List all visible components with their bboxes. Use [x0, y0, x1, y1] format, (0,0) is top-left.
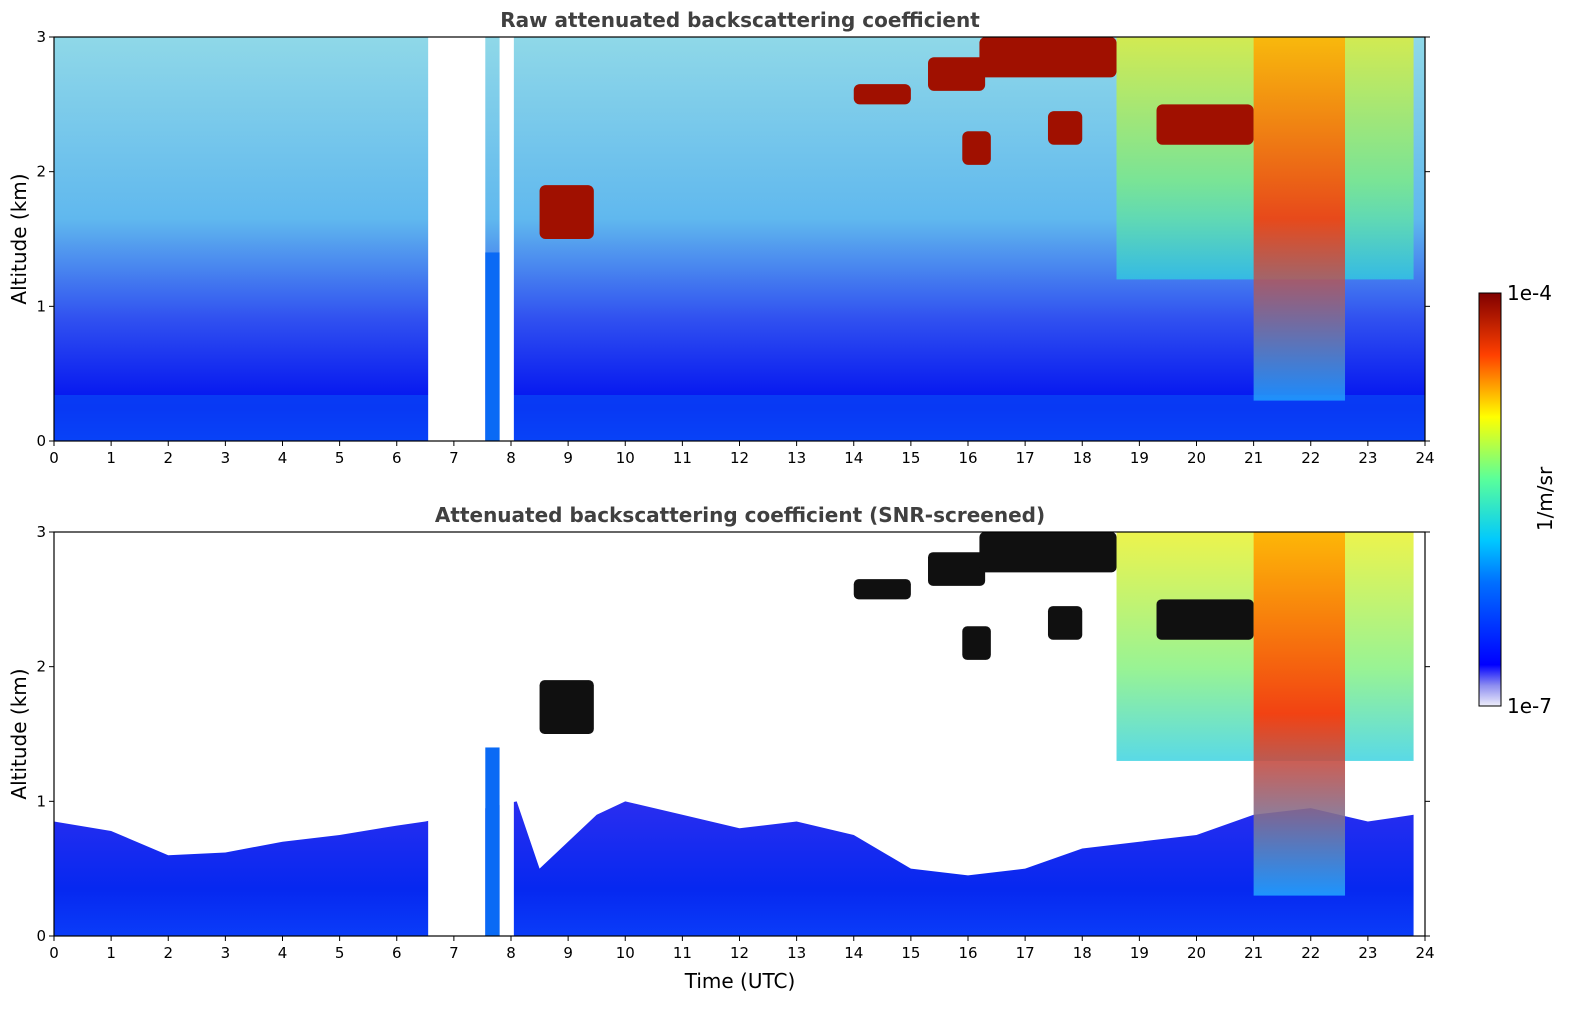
cloud-layer: [853, 84, 911, 105]
y-tick-label: 3: [36, 523, 46, 541]
cloud-layer: [1047, 606, 1083, 640]
cloud-layer: [539, 185, 594, 239]
x-tick-label: 13: [787, 449, 806, 467]
x-tick-label: 3: [221, 944, 231, 962]
x-tick-label: 11: [673, 944, 692, 962]
x-tick-label: 18: [1073, 449, 1092, 467]
cloud-layer: [979, 532, 1117, 573]
x-tick-label: 4: [278, 944, 288, 962]
convective-plume: [1253, 37, 1346, 401]
cloud-layer: [962, 131, 991, 165]
colorbar-max-label: 1e-4: [1507, 281, 1552, 305]
y-tick-label: 2: [36, 163, 46, 181]
x-tick-label: 23: [1358, 449, 1377, 467]
x-tick-label: 5: [335, 449, 345, 467]
data-gap: [499, 37, 514, 441]
x-tick-label: 22: [1301, 449, 1320, 467]
colorbar-gradient: [1478, 292, 1502, 707]
x-tick-label: 6: [392, 449, 402, 467]
panel-raw-ylabel: Altitude (km): [7, 173, 31, 304]
y-tick-label: 0: [36, 927, 46, 945]
cloud-layer: [1156, 104, 1254, 145]
screened-boundary-layer: [54, 801, 1414, 936]
x-tick-label: 12: [730, 944, 749, 962]
y-tick-label: 1: [36, 297, 46, 315]
data-gap: [428, 37, 486, 441]
x-tick-label: 10: [616, 944, 635, 962]
colorbar: 1e-4 1e-7 1/m/sr: [1478, 281, 1557, 718]
x-tick-label: 15: [901, 944, 920, 962]
x-tick-label: 19: [1130, 449, 1149, 467]
x-tick-label: 9: [563, 449, 573, 467]
x-tick-label: 10: [616, 449, 635, 467]
x-tick-label: 17: [1016, 449, 1035, 467]
panel-screened-xlabel: Time (UTC): [684, 969, 796, 993]
x-tick-label: 9: [563, 944, 573, 962]
x-tick-label: 1: [106, 449, 116, 467]
cloud-layer: [928, 57, 986, 91]
x-tick-label: 7: [449, 449, 459, 467]
x-tick-label: 24: [1415, 449, 1434, 467]
x-tick-label: 14: [844, 944, 863, 962]
x-tick-label: 16: [958, 449, 977, 467]
cloud-layer: [539, 680, 594, 734]
x-tick-label: 4: [278, 449, 288, 467]
x-tick-label: 24: [1415, 944, 1434, 962]
x-tick-label: 21: [1244, 449, 1263, 467]
cloud-layer: [1156, 599, 1254, 640]
panel-screened-ylabel: Altitude (km): [7, 668, 31, 799]
x-tick-label: 11: [673, 449, 692, 467]
x-tick-label: 12: [730, 449, 749, 467]
x-tick-label: 20: [1187, 449, 1206, 467]
x-tick-label: 21: [1244, 944, 1263, 962]
gap-strip: [485, 747, 500, 936]
cloud-layer: [853, 579, 911, 600]
x-tick-label: 23: [1358, 944, 1377, 962]
colorbar-min-label: 1e-7: [1507, 694, 1552, 718]
panel-screened-title: Attenuated backscattering coefficient (S…: [435, 503, 1045, 527]
data-gap: [499, 532, 514, 936]
colorbar-unit-label: 1/m/sr: [1533, 466, 1557, 531]
cloud-layer: [962, 626, 991, 660]
x-tick-label: 7: [449, 944, 459, 962]
panel-raw: Raw attenuated backscattering coefficien…: [7, 8, 1435, 467]
x-tick-label: 14: [844, 449, 863, 467]
x-tick-label: 2: [163, 449, 173, 467]
x-tick-label: 2: [163, 944, 173, 962]
panel-raw-title: Raw attenuated backscattering coefficien…: [500, 8, 980, 32]
data-gap: [428, 532, 486, 936]
x-tick-label: 0: [49, 944, 59, 962]
x-tick-label: 0: [49, 449, 59, 467]
y-tick-label: 0: [36, 432, 46, 450]
y-tick-label: 2: [36, 658, 46, 676]
cloud-layer: [979, 37, 1117, 78]
x-tick-label: 16: [958, 944, 977, 962]
x-tick-label: 17: [1016, 944, 1035, 962]
x-tick-label: 19: [1130, 944, 1149, 962]
x-tick-label: 13: [787, 944, 806, 962]
x-tick-label: 20: [1187, 944, 1206, 962]
x-tick-label: 1: [106, 944, 116, 962]
x-tick-label: 5: [335, 944, 345, 962]
x-tick-label: 15: [901, 449, 920, 467]
x-tick-label: 22: [1301, 944, 1320, 962]
y-tick-label: 1: [36, 792, 46, 810]
cloud-layer: [1047, 111, 1083, 145]
convective-plume: [1253, 532, 1346, 896]
y-tick-label: 3: [36, 28, 46, 46]
panel-screened: Attenuated backscattering coefficient (S…: [7, 503, 1435, 993]
gap-strip: [485, 252, 500, 441]
cloud-layer: [928, 552, 986, 586]
raw-near-surface-band: [54, 395, 1425, 441]
x-tick-label: 3: [221, 449, 231, 467]
x-tick-label: 6: [392, 944, 402, 962]
x-tick-label: 18: [1073, 944, 1092, 962]
x-tick-label: 8: [506, 449, 516, 467]
x-tick-label: 8: [506, 944, 516, 962]
